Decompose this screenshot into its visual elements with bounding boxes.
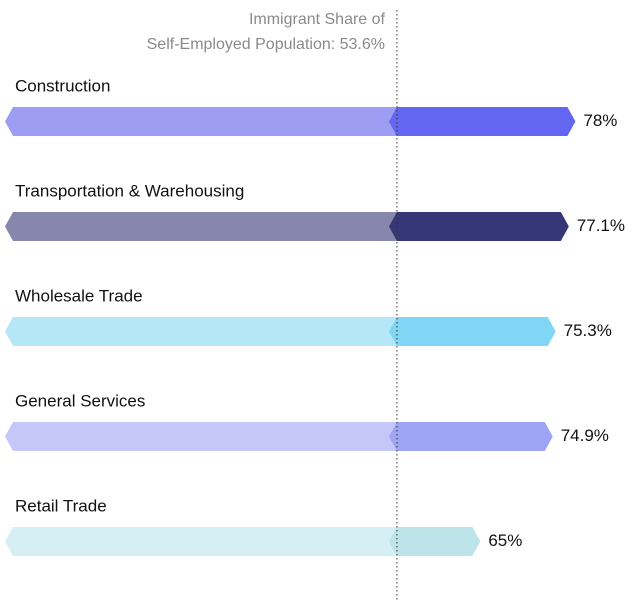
category-label: Transportation & Warehousing — [15, 181, 244, 200]
category-label: Construction — [15, 76, 110, 95]
bar-above-reference — [388, 527, 481, 556]
value-label: 74.9% — [561, 426, 609, 445]
value-label: 65% — [488, 531, 522, 550]
value-label: 75.3% — [564, 321, 612, 340]
category-label: General Services — [15, 391, 145, 410]
category-label: Retail Trade — [15, 496, 107, 515]
bar-above-reference — [388, 212, 569, 241]
category-label: Wholesale Trade — [15, 286, 143, 305]
bar-above-reference — [388, 317, 556, 346]
bar — [5, 527, 481, 556]
value-label: 77.1% — [577, 216, 625, 235]
value-label: 78% — [583, 111, 617, 130]
reference-label: Immigrant Share of — [249, 11, 386, 28]
reference-label: Self-Employed Population: 53.6% — [147, 36, 385, 53]
bar-above-reference — [388, 107, 576, 136]
bar-above-reference — [388, 422, 553, 451]
